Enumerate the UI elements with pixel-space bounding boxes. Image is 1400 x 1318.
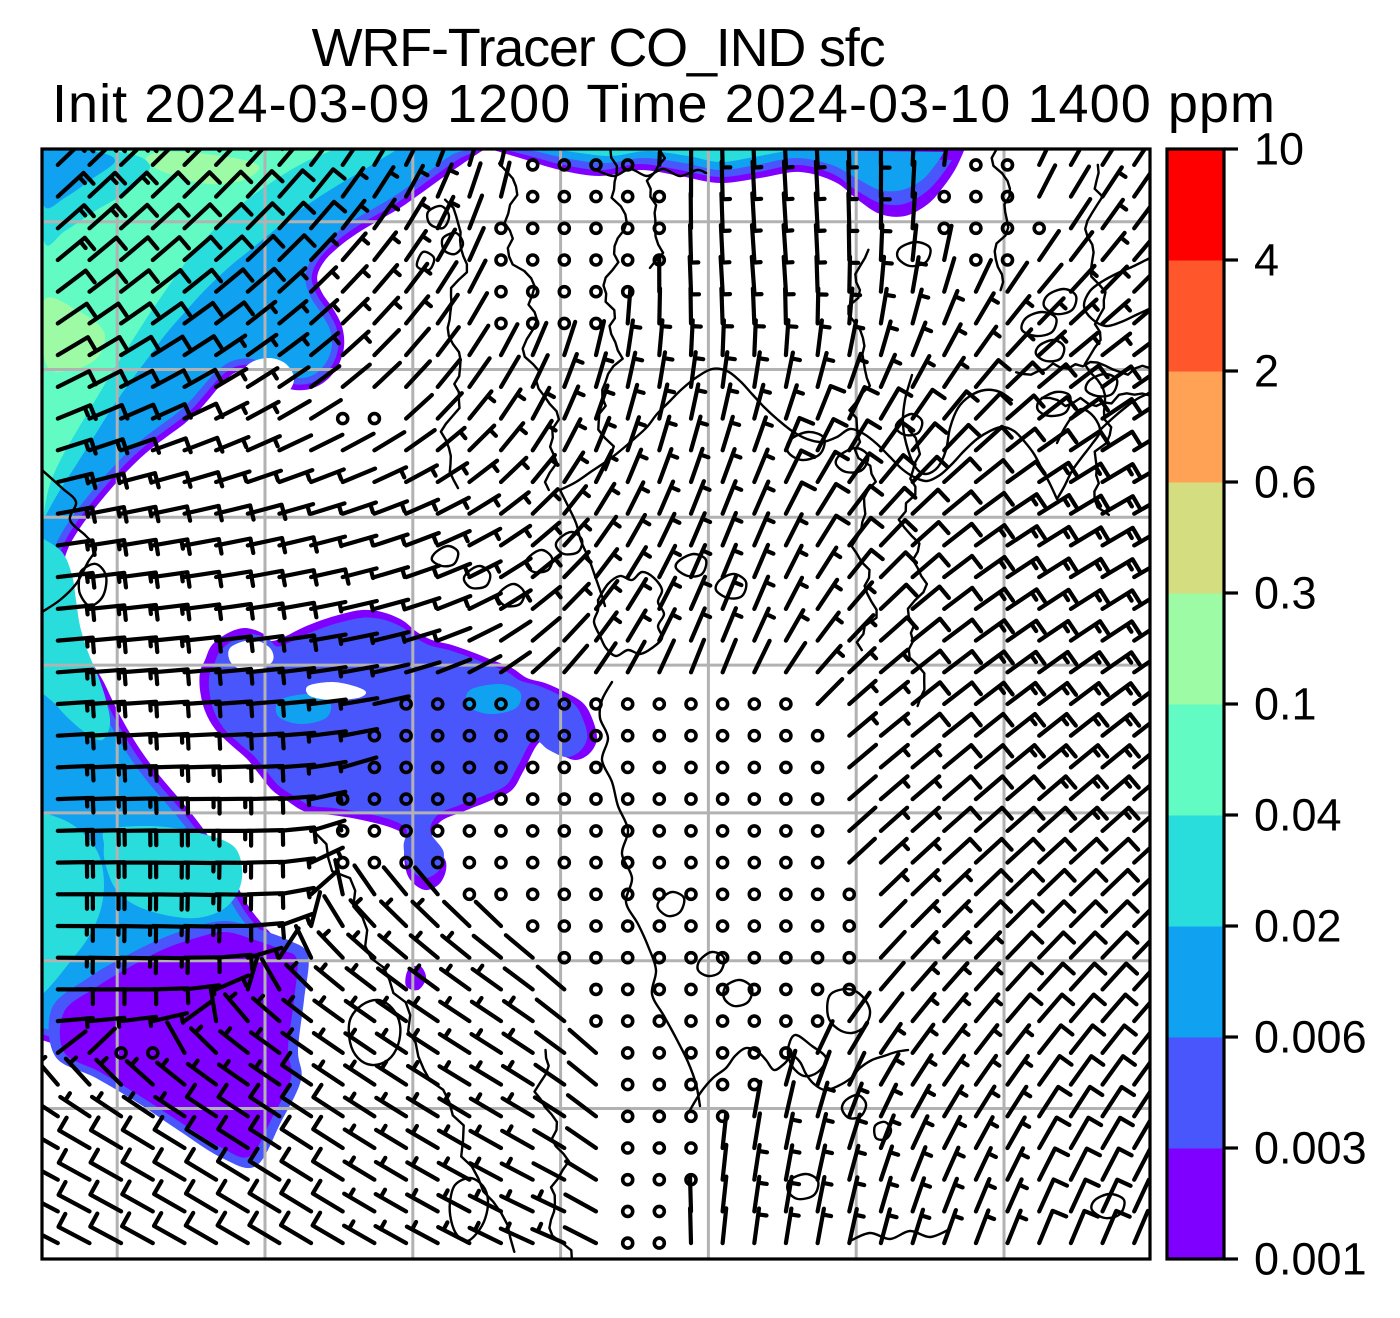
svg-text:WRF-Tracer CO_IND sfc: WRF-Tracer CO_IND sfc [312,18,885,78]
svg-text:2: 2 [1254,346,1279,397]
svg-text:0.04: 0.04 [1254,790,1342,841]
svg-text:0.3: 0.3 [1254,568,1317,619]
svg-text:0.02: 0.02 [1254,901,1342,952]
svg-text:4: 4 [1254,235,1279,286]
svg-text:0.006: 0.006 [1254,1012,1367,1063]
svg-text:0.003: 0.003 [1254,1123,1367,1174]
svg-text:0.1: 0.1 [1254,679,1317,730]
svg-text:0.001: 0.001 [1254,1234,1367,1285]
svg-text:10: 10 [1254,124,1304,175]
svg-text:0.6: 0.6 [1254,457,1317,508]
svg-text:Init 2024-03-09 1200 Time 2024: Init 2024-03-09 1200 Time 2024-03-10 140… [52,74,1276,134]
